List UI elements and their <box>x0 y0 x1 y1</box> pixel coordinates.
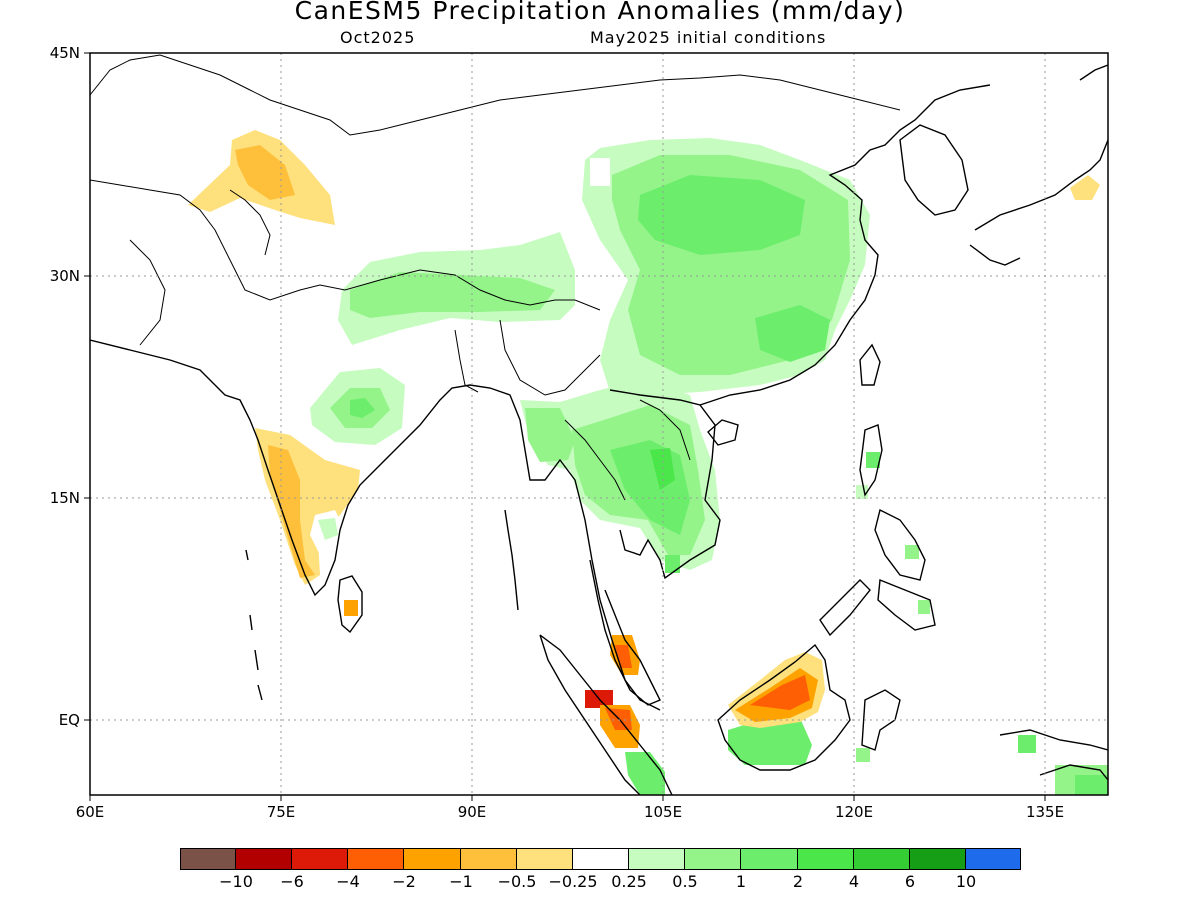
colorbar-swatch <box>684 848 741 870</box>
colorbar-label: −4 <box>336 872 360 891</box>
colorbar-swatch <box>403 848 461 870</box>
colorbar-label: 10 <box>955 872 977 891</box>
colorbar-swatch <box>853 848 910 870</box>
colorbar-swatch <box>572 848 629 870</box>
country-borders <box>90 54 901 501</box>
colorbar-label: −6 <box>280 872 304 891</box>
tick-marks <box>84 52 1046 801</box>
colorbar-label: −0.5 <box>497 872 537 891</box>
lon-label-120e: 120E <box>834 803 874 821</box>
colorbar-swatch <box>516 848 573 870</box>
colorbar-swatch <box>347 848 404 870</box>
initial-conditions-label: May2025 initial conditions <box>590 28 827 47</box>
lat-label-30n: 30N <box>49 267 80 285</box>
colorbar-label: 2 <box>792 872 804 891</box>
colorbar-swatch <box>460 848 517 870</box>
colorbar-swatch <box>740 848 798 870</box>
map-frame <box>89 52 1109 796</box>
colorbar-label: 4 <box>848 872 860 891</box>
map-title: CanESM5 Precipitation Anomalies (mm/day) <box>294 0 906 25</box>
colorbar-swatch <box>909 848 966 870</box>
lon-label-60e: 60E <box>75 803 105 821</box>
colorbar-label: 0.5 <box>672 872 698 891</box>
coastlines <box>90 64 1108 795</box>
colorbar-label: −1 <box>449 872 473 891</box>
lon-label-75e: 75E <box>266 803 296 821</box>
colorbar-swatch <box>291 848 348 870</box>
lat-label-45n: 45N <box>49 44 80 62</box>
colorbar-label: 1 <box>735 872 747 891</box>
lat-label-eq: EQ <box>58 711 80 729</box>
anomaly-field <box>188 130 1108 795</box>
colorbar-label: −2 <box>392 872 416 891</box>
lon-label-135e: 135E <box>1025 803 1065 821</box>
lon-label-90e: 90E <box>457 803 487 821</box>
colorbar-label: −10 <box>219 872 253 891</box>
lat-label-15n: 15N <box>49 489 80 507</box>
colorbar-label: 0.25 <box>611 872 647 891</box>
forecast-month-label: Oct2025 <box>340 28 416 47</box>
gridlines <box>90 53 1108 795</box>
colorbar-label: −0.25 <box>548 872 598 891</box>
colorbar-swatch <box>797 848 854 870</box>
colorbar-swatch <box>965 848 1021 870</box>
colorbar-label: 6 <box>904 872 916 891</box>
colorbar-swatch <box>235 848 292 870</box>
lon-label-105e: 105E <box>643 803 683 821</box>
colorbar-swatch <box>628 848 685 870</box>
colorbar-swatch <box>180 848 236 870</box>
